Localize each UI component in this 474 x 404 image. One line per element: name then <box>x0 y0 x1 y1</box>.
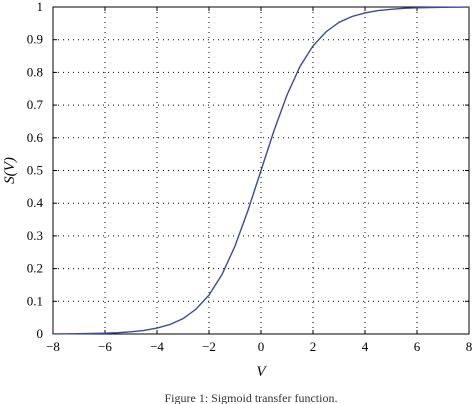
x-tick-label: −2 <box>202 339 216 354</box>
y-axis-label: S(V) <box>2 157 18 184</box>
y-tick-label: 0.6 <box>27 130 44 145</box>
x-tick-label: 0 <box>258 339 265 354</box>
y-tick-label: 0.2 <box>27 261 43 276</box>
x-tick-label: 4 <box>362 339 369 354</box>
y-tick-label: 0.7 <box>27 97 44 112</box>
y-tick-label: 0.9 <box>27 32 43 47</box>
x-tick-label: −4 <box>150 339 164 354</box>
y-tick-label: 0.3 <box>27 228 43 243</box>
y-tick-label: 1 <box>37 0 44 14</box>
series-group <box>52 6 470 335</box>
y-tick-label: 0.5 <box>27 163 43 178</box>
y-tick-label: 0 <box>37 326 44 341</box>
y-tick-label: 0.4 <box>27 195 44 210</box>
x-tick-label: 8 <box>466 339 473 354</box>
x-tick-label: 6 <box>414 339 421 354</box>
y-tick-label: 0.1 <box>27 293 43 308</box>
x-tick-label: −6 <box>98 339 112 354</box>
x-tick-label: 2 <box>310 339 317 354</box>
ticks: −8 −6 −4 −2 0 2 4 6 8 0 0.1 0.2 0.3 0.4 0.5 0.6 0.7 0.8 0.… <box>27 0 473 354</box>
y-tick-label: 0.8 <box>27 64 43 79</box>
series-line-0 <box>52 6 470 335</box>
x-tick-label: −8 <box>46 339 60 354</box>
x-axis-label: V <box>256 364 267 380</box>
figure-caption: Figure 1: Sigmoid transfer function. <box>165 391 338 404</box>
